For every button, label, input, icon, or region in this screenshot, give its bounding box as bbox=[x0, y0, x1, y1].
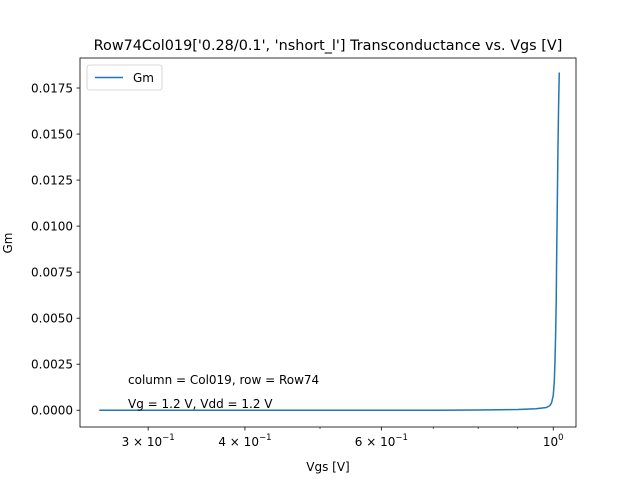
x-tick-label: 100 bbox=[543, 433, 564, 449]
y-tick-label: 0.0075 bbox=[31, 265, 73, 279]
chart-title: Row74Col019['0.28/0.1', 'nshort_l'] Tran… bbox=[94, 38, 563, 54]
y-tick-label: 0.0050 bbox=[31, 311, 73, 325]
x-tick-label: 4 × 10−1 bbox=[218, 433, 271, 449]
annotation-voltages: Vg = 1.2 V, Vdd = 1.2 V bbox=[128, 397, 273, 411]
y-axis-ticks: 0.0000 0.0025 0.0050 0.0075 0.0100 0.0125 0.01… bbox=[31, 81, 80, 418]
y-tick-label: 0.0100 bbox=[31, 219, 73, 233]
x-tick-label-base: 4 × 10 bbox=[218, 435, 259, 449]
series-line-gm bbox=[99, 72, 561, 411]
plot-area: 3 × 10−1 4 × 10−1 6 × 10−1 100 0.00000.0025… bbox=[31, 57, 577, 449]
y-tick-label: 0.0175 bbox=[31, 81, 73, 95]
legend: Gm bbox=[86, 64, 163, 91]
x-tick-label: 3 × 10−1 bbox=[122, 433, 175, 449]
x-axis-label: Vgs [V] bbox=[306, 460, 349, 474]
y-tick-label: 0.0125 bbox=[31, 173, 73, 187]
annotation-column-row: column = Col019, row = Row74 bbox=[128, 373, 319, 387]
legend-label-gm: Gm bbox=[133, 71, 154, 85]
x-tick-label-exponent: −1 bbox=[162, 433, 175, 443]
x-tick-label-exponent: −1 bbox=[395, 433, 408, 443]
x-tick-label-exponent: −1 bbox=[259, 433, 272, 443]
x-tick-label-base: 6 × 10 bbox=[355, 435, 396, 449]
y-axis-label: Gm bbox=[1, 233, 15, 254]
x-tick-label: 6 × 10−1 bbox=[355, 433, 408, 449]
axes-frame bbox=[79, 57, 577, 428]
legend-box bbox=[86, 64, 163, 91]
y-tick-label: 0.0025 bbox=[31, 358, 73, 372]
x-axis-ticks: 3 × 10−1 4 × 10−1 6 × 10−1 100 bbox=[122, 427, 564, 449]
y-tick-label: 0.0150 bbox=[31, 127, 73, 141]
x-tick-label-base: 10 bbox=[543, 435, 558, 449]
series-layer bbox=[99, 72, 561, 411]
y-tick-label: 0.0000 bbox=[31, 404, 73, 418]
x-tick-label-base: 3 × 10 bbox=[122, 435, 163, 449]
x-tick-label-exponent: 0 bbox=[558, 433, 563, 443]
